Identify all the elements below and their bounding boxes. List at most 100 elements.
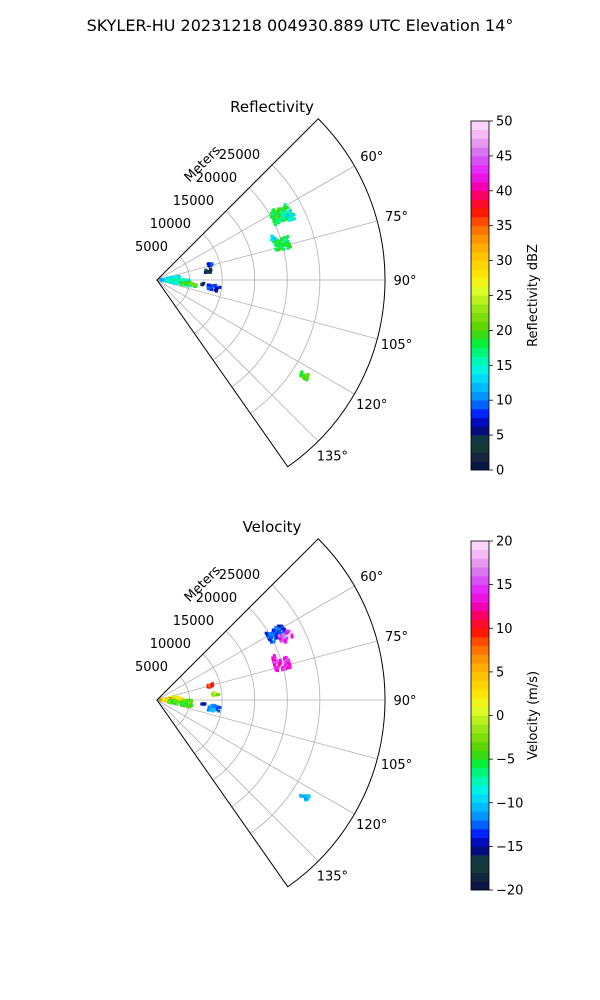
- echo-gate: [290, 635, 294, 639]
- colorbar-tick-label: −15: [496, 840, 523, 855]
- colorbar-segment: [471, 295, 489, 305]
- echo-gate: [274, 631, 278, 635]
- echo-gate: [272, 214, 276, 218]
- colorbar-segment: [471, 593, 489, 603]
- colorbar: 0 5 10 15 20 25 30 35 40 45 50 Reflectivity dBZ: [470, 115, 541, 479]
- echo-gate: [209, 268, 213, 272]
- echo-gate: [217, 286, 221, 289]
- echo-gate: [162, 698, 166, 702]
- range-grid-arc: [194, 233, 223, 334]
- echo-gate: [301, 375, 305, 379]
- azimuth-grid-line: [156, 699, 355, 815]
- colorbar-tick-label: 30: [496, 254, 513, 269]
- echo-gate: [175, 701, 179, 705]
- range-tick-label: 5000: [135, 240, 168, 255]
- azimuth-tick-label: 120°: [356, 818, 387, 833]
- colorbar-segment: [471, 802, 489, 812]
- colorbar-segment: [471, 199, 489, 209]
- range-grid-arc: [212, 210, 256, 361]
- echo-gate: [173, 278, 177, 282]
- echo-gate: [184, 701, 188, 705]
- echo-gate: [274, 218, 277, 222]
- echo-gate: [286, 213, 290, 217]
- range-tick-label: 15000: [173, 194, 214, 209]
- range-grid-arc: [194, 653, 223, 754]
- echo-gate: [284, 631, 288, 635]
- colorbar-segment: [471, 837, 489, 847]
- echo-gate: [278, 658, 282, 662]
- echo-gate: [307, 795, 311, 799]
- colorbar-segment: [471, 330, 489, 340]
- echo-gate: [300, 370, 304, 374]
- colorbar-tick-label: −5: [496, 753, 515, 768]
- colorbar-tick-label: 50: [496, 115, 513, 130]
- echo-gate: [281, 244, 284, 248]
- echo-gate: [280, 214, 284, 218]
- colorbar-tick-label: 20: [496, 535, 513, 550]
- echo-gate: [276, 242, 280, 246]
- echo-gate: [291, 215, 295, 219]
- echo-gate: [182, 278, 186, 282]
- echo-gate: [285, 636, 289, 640]
- colorbar-segment: [471, 575, 489, 585]
- colorbar-segment: [471, 461, 489, 471]
- echo-gate: [187, 701, 191, 705]
- echo-gate: [209, 704, 213, 708]
- azimuth-tick-label: 75°: [385, 630, 408, 645]
- echo-gate: [172, 696, 175, 700]
- echo-gate: [200, 282, 204, 286]
- echo-gate: [299, 794, 303, 798]
- echo-gate: [286, 666, 290, 670]
- echo-gate: [177, 274, 181, 278]
- echo-gate: [177, 278, 181, 282]
- colorbar-tick-label: 35: [496, 219, 513, 234]
- colorbar-segment: [471, 794, 489, 804]
- echo-gate: [170, 280, 174, 284]
- echo-gate: [168, 700, 172, 704]
- echo-gate: [286, 246, 290, 250]
- echo-gate: [272, 654, 276, 658]
- echo-gate: [279, 639, 283, 643]
- colorbar-segment: [471, 400, 489, 410]
- colorbar-segment: [471, 785, 489, 795]
- echo-gate: [276, 212, 280, 216]
- azimuth-grid-line: [156, 699, 378, 760]
- colorbar-segment: [471, 408, 489, 418]
- panel-title: Velocity: [243, 518, 302, 536]
- echo-gate: [214, 707, 218, 711]
- echo-cluster: [269, 234, 277, 242]
- colorbar-segment: [471, 558, 489, 568]
- echo-gate: [185, 281, 189, 285]
- colorbar-tick-label: 40: [496, 184, 513, 199]
- echo-gate: [284, 244, 288, 248]
- echo-gate: [206, 684, 210, 688]
- echo-gate: [283, 239, 287, 243]
- azimuth-tick-label: 90°: [393, 694, 416, 709]
- colorbar-segment: [471, 645, 489, 655]
- colorbar-segment: [471, 549, 489, 559]
- range-tick-label: 10000: [150, 637, 191, 652]
- colorbar-tick-label: 15: [496, 359, 513, 374]
- echo-gate: [281, 212, 285, 216]
- echo-gate: [277, 664, 281, 668]
- azimuth-grid-line: [156, 279, 355, 395]
- echo-gate: [271, 658, 275, 662]
- echo-gate: [264, 631, 268, 635]
- echo-gate: [305, 378, 309, 382]
- echo-gate: [281, 638, 285, 642]
- colorbar-tick-label: 25: [496, 289, 513, 304]
- echo-gate: [182, 704, 186, 707]
- colorbar-segment: [471, 750, 489, 760]
- colorbar-segment: [471, 435, 489, 445]
- echo-gate: [284, 663, 288, 667]
- echo-gate: [173, 275, 177, 279]
- echo-gate: [282, 218, 286, 222]
- azimuth-tick-label: 60°: [360, 150, 383, 165]
- echo-cluster: [299, 370, 310, 382]
- echo-gate: [282, 657, 286, 661]
- echo-gate: [275, 636, 279, 640]
- azimuth-grid-line: [156, 279, 378, 340]
- echo-gate: [283, 660, 287, 664]
- colorbar-segment: [471, 863, 489, 873]
- colorbar-segment: [471, 881, 489, 891]
